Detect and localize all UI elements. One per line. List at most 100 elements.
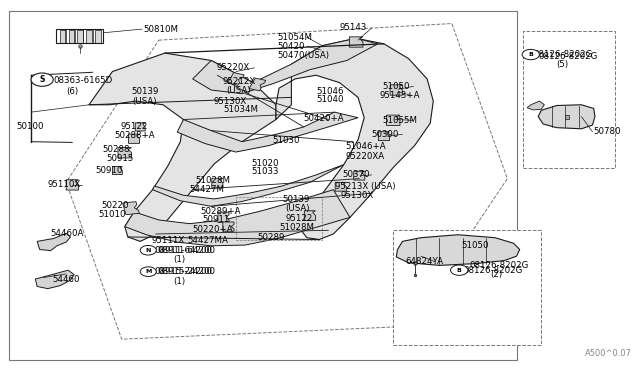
- Text: 50420+A: 50420+A: [304, 114, 344, 123]
- Text: 50780: 50780: [594, 127, 621, 136]
- Text: 50220+A: 50220+A: [193, 225, 234, 234]
- Text: 51020: 51020: [252, 158, 279, 168]
- Text: 64824YA: 64824YA: [406, 257, 444, 266]
- Text: 50220: 50220: [101, 201, 129, 210]
- Polygon shape: [212, 178, 223, 188]
- Bar: [236, 197, 322, 240]
- Polygon shape: [35, 270, 74, 289]
- Text: 08126-8202G: 08126-8202G: [463, 266, 522, 275]
- Text: B: B: [457, 268, 461, 273]
- Text: S: S: [40, 75, 45, 84]
- Text: 51046+A: 51046+A: [346, 142, 387, 151]
- Text: 95130X: 95130X: [340, 192, 374, 201]
- Text: 50289: 50289: [257, 233, 285, 242]
- Text: 51054M: 51054M: [278, 33, 313, 42]
- Polygon shape: [113, 166, 122, 174]
- Text: (1): (1): [173, 255, 185, 264]
- Circle shape: [31, 73, 53, 86]
- Polygon shape: [378, 132, 390, 141]
- Polygon shape: [135, 123, 145, 131]
- Text: 50911: 50911: [202, 215, 230, 224]
- Text: 95110X: 95110X: [47, 180, 81, 189]
- Text: 08363-6165D: 08363-6165D: [54, 76, 113, 85]
- Text: 08915-24200: 08915-24200: [157, 267, 216, 276]
- Polygon shape: [223, 222, 234, 231]
- Text: B: B: [529, 52, 533, 57]
- Text: (5): (5): [557, 60, 569, 70]
- Text: 51010: 51010: [99, 210, 125, 219]
- Bar: [60, 30, 66, 43]
- Bar: [95, 30, 100, 43]
- Text: (6): (6): [66, 87, 78, 96]
- Polygon shape: [527, 101, 545, 110]
- Text: 95143: 95143: [339, 23, 367, 32]
- Text: 50420: 50420: [278, 42, 305, 51]
- Circle shape: [140, 267, 156, 276]
- Polygon shape: [305, 211, 316, 220]
- Bar: [9, 11, 516, 359]
- Bar: [86, 30, 92, 43]
- Polygon shape: [118, 148, 132, 158]
- Text: 08915-24200: 08915-24200: [154, 267, 212, 276]
- Text: 51028M: 51028M: [196, 176, 231, 185]
- Text: 51034M: 51034M: [223, 105, 259, 115]
- Text: 51028M: 51028M: [279, 223, 314, 232]
- Text: 95122: 95122: [285, 214, 312, 222]
- Text: 51046: 51046: [316, 87, 344, 96]
- Text: 95220XA: 95220XA: [345, 152, 384, 161]
- Text: 08126-8202G: 08126-8202G: [534, 50, 593, 59]
- Polygon shape: [125, 190, 350, 246]
- Text: 51040: 51040: [316, 96, 344, 105]
- Polygon shape: [390, 85, 403, 95]
- Polygon shape: [66, 180, 79, 190]
- Polygon shape: [123, 202, 140, 215]
- Text: 50810M: 50810M: [143, 25, 179, 33]
- Text: 54427M: 54427M: [189, 185, 225, 194]
- Polygon shape: [89, 53, 276, 241]
- Text: 51030: 51030: [273, 136, 300, 145]
- Circle shape: [140, 246, 156, 255]
- Bar: [393, 230, 541, 345]
- Polygon shape: [218, 212, 229, 222]
- Polygon shape: [152, 164, 344, 206]
- Text: N: N: [145, 248, 151, 253]
- Circle shape: [522, 49, 540, 60]
- Polygon shape: [354, 171, 365, 180]
- Bar: [68, 30, 75, 43]
- Text: 50288+A: 50288+A: [115, 131, 155, 140]
- Text: 54427MA: 54427MA: [188, 236, 228, 245]
- Text: 08126-8202G: 08126-8202G: [538, 52, 598, 61]
- Text: 51033: 51033: [252, 167, 279, 176]
- Text: 54460A: 54460A: [51, 230, 84, 238]
- Polygon shape: [249, 78, 266, 91]
- Polygon shape: [396, 235, 520, 265]
- Text: (USA): (USA): [285, 204, 310, 214]
- Polygon shape: [276, 38, 433, 240]
- Text: 95143+A: 95143+A: [380, 91, 420, 100]
- Text: 50139: 50139: [282, 195, 310, 204]
- Polygon shape: [177, 112, 358, 152]
- Text: 51055M: 51055M: [382, 116, 417, 125]
- Text: 50390: 50390: [372, 130, 399, 139]
- Text: 95212X: 95212X: [222, 77, 255, 86]
- Polygon shape: [129, 134, 140, 143]
- Polygon shape: [335, 182, 346, 191]
- Circle shape: [451, 265, 468, 275]
- Text: 95111X: 95111X: [151, 236, 184, 245]
- Text: 08911-64200: 08911-64200: [157, 246, 216, 255]
- Text: 51050: 51050: [461, 241, 488, 250]
- Polygon shape: [387, 115, 400, 125]
- Text: 95122: 95122: [120, 122, 148, 131]
- Text: 95213X (USA): 95213X (USA): [335, 182, 395, 191]
- Text: 50288: 50288: [102, 145, 129, 154]
- Text: 95130X: 95130X: [213, 97, 246, 106]
- Text: (USA): (USA): [226, 86, 250, 95]
- Text: 50100: 50100: [17, 122, 44, 131]
- Text: 50470(USA): 50470(USA): [278, 51, 330, 60]
- Text: 50910: 50910: [95, 166, 122, 174]
- Bar: [523, 31, 615, 167]
- Text: 50370: 50370: [342, 170, 369, 179]
- Text: A500^0.07: A500^0.07: [585, 350, 632, 359]
- Text: (2): (2): [491, 270, 503, 279]
- Text: (1): (1): [173, 277, 185, 286]
